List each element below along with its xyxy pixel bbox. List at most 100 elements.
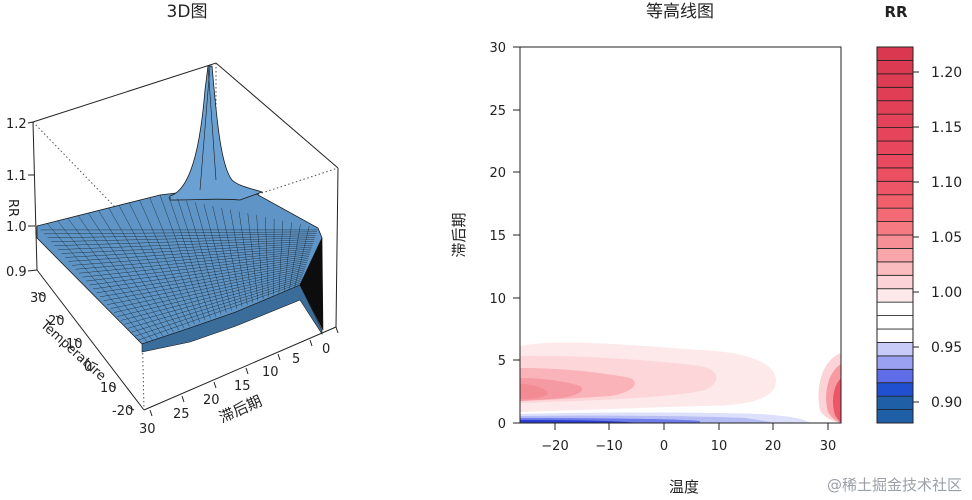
- mesh-line: [92, 258, 309, 290]
- mesh-line: [186, 200, 222, 315]
- lag-tick-label: 15: [234, 379, 251, 394]
- colorbar-cell: [876, 127, 914, 142]
- mesh-line: [47, 233, 317, 239]
- colorbar-cell: [876, 234, 914, 249]
- mesh-line: [108, 207, 180, 331]
- colorbar-cell: [876, 261, 914, 276]
- z-tick-label: 0.9: [6, 265, 27, 280]
- mesh-line: [110, 267, 306, 309]
- colorbar-cell: [876, 274, 914, 290]
- lag-tick-label: 25: [173, 407, 190, 422]
- colorbar-cell: [876, 113, 914, 128]
- mesh-line: [57, 220, 153, 341]
- z-axis-ticks: [27, 121, 38, 272]
- colorbar-tick-label: 1.20: [931, 65, 962, 81]
- mesh-line: [129, 202, 190, 327]
- mesh-line: [203, 204, 232, 311]
- mesh-line: [68, 244, 313, 262]
- y-axis-ticks: [513, 46, 521, 424]
- temperature-axis-label: Temperature: [37, 317, 109, 384]
- x-axis-ticks: [554, 423, 829, 430]
- surface-mesh: [40, 194, 318, 343]
- lag-tick-label: 5: [292, 352, 300, 367]
- colorbar-tick-label: 0.90: [931, 395, 962, 411]
- colorbar-cell: [876, 395, 914, 410]
- lag-axis-ticks: [149, 326, 339, 417]
- mesh-line: [99, 261, 308, 298]
- temperature-tick-label: 0: [84, 360, 92, 375]
- y-tick-label: 25: [489, 104, 506, 119]
- left-chart-title: 3D图: [167, 2, 208, 22]
- colorbar-cell: [876, 180, 914, 196]
- x-tick-label: 20: [765, 439, 782, 454]
- colorbar-cell: [876, 221, 914, 236]
- mesh-line: [47, 223, 148, 343]
- colorbar-cells: [876, 46, 914, 424]
- colorbar-cell: [876, 368, 914, 384]
- temperature-tick-label: 20: [48, 314, 65, 329]
- colorbar-ticks: [913, 71, 919, 403]
- mesh-line: [159, 194, 206, 321]
- mesh-line: [77, 215, 164, 337]
- mesh-line: [118, 205, 185, 329]
- z-tick-label: 1.2: [6, 117, 27, 132]
- colorbar-cell: [876, 73, 914, 88]
- mesh-line: [103, 263, 307, 301]
- colorbar-cell: [876, 355, 914, 370]
- temperature-tick-label: 10: [66, 337, 83, 352]
- colorbar-cell: [876, 288, 914, 303]
- lag-tick-label: 20: [203, 393, 220, 408]
- lag-tick-label: 10: [262, 365, 279, 380]
- mesh-line: [289, 224, 301, 289]
- mesh-line: [106, 265, 307, 305]
- x-tick-label: 30: [820, 439, 837, 454]
- mesh-line: [139, 200, 195, 325]
- mesh-line: [124, 275, 304, 325]
- colorbar: RR 1.20 1.15 1.10 1.05 1.00 0.95 0.90: [876, 3, 962, 424]
- x-tick-label: 10: [711, 439, 728, 454]
- y-tick-label: 20: [489, 166, 506, 181]
- y-tick-label: 0: [498, 417, 506, 432]
- temperature-tick-label: -20: [112, 404, 133, 419]
- colorbar-cell: [876, 301, 914, 316]
- colorbar-cell: [876, 154, 914, 169]
- colorbar-cell: [876, 382, 914, 397]
- contour-plot: 等高线图: [450, 2, 842, 496]
- temperature-tick-label: 10: [100, 381, 117, 396]
- colorbar-cell: [876, 248, 914, 263]
- y-tick-label: 5: [498, 354, 506, 369]
- z-axis-label: RR: [5, 199, 20, 217]
- mesh-line: [131, 279, 302, 333]
- colorbar-cell: [876, 86, 914, 102]
- colorbar-title: RR: [884, 3, 908, 21]
- colorbar-cell: [876, 140, 914, 155]
- colorbar-cell: [876, 100, 914, 115]
- colorbar-frame: [876, 46, 914, 424]
- colorbar-cell: [876, 342, 914, 357]
- watermark: @稀土掘金技术社区: [827, 476, 962, 494]
- mesh-line: [256, 215, 264, 299]
- mesh-line: [138, 282, 301, 341]
- z-tick-label: 1.0: [6, 220, 27, 235]
- mesh-line: [247, 213, 259, 301]
- mesh-line: [82, 252, 311, 278]
- colorbar-cell: [876, 315, 914, 330]
- right-chart-title: 等高线图: [646, 2, 714, 22]
- mesh-line: [50, 235, 316, 242]
- mesh-line: [149, 197, 201, 323]
- mesh-line: [294, 226, 310, 288]
- y-tick-label: 10: [489, 292, 506, 307]
- colorbar-tick-label: 0.95: [931, 340, 962, 356]
- mesh-line: [67, 218, 158, 339]
- mesh-line: [117, 271, 305, 317]
- y-tick-label: 30: [489, 41, 506, 56]
- colorbar-cell: [876, 409, 914, 424]
- mesh-line: [278, 220, 284, 293]
- x-tick-label: 0: [660, 439, 668, 454]
- mesh-line: [71, 246, 313, 266]
- mesh-line: [78, 250, 311, 274]
- colorbar-cell: [876, 194, 914, 209]
- x-tick-label: −20: [541, 439, 568, 454]
- mesh-line: [75, 248, 312, 270]
